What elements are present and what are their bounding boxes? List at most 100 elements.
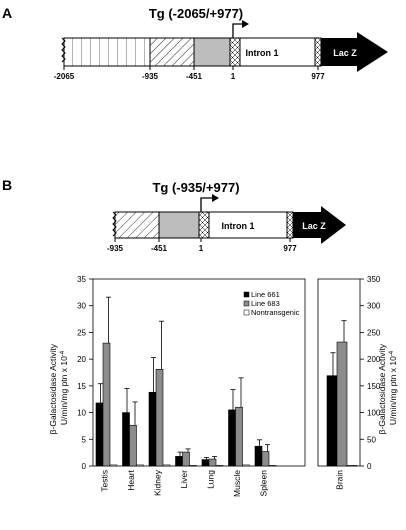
construct-a-tss-arrow xyxy=(232,23,242,38)
construct-b-tick-label: 1 xyxy=(199,244,204,253)
bar-line-683 xyxy=(336,341,348,467)
construct-a-hatched-region xyxy=(149,37,195,67)
y-axis-label-exponent: -4 xyxy=(60,350,66,356)
y-tick-label: 50 xyxy=(367,435,376,444)
bar-line-683 xyxy=(182,451,190,467)
construct-b-tick-label: -935 xyxy=(107,244,124,253)
construct-a-tick-label: 977 xyxy=(311,72,325,81)
construct-a-tss-arrowhead xyxy=(242,20,249,28)
y-tick-label: 0 xyxy=(367,462,372,471)
panel-b: B Tg (-935/+977) Intron 1 Lac Z -935 -45… xyxy=(2,177,398,497)
category-label: Muscle xyxy=(232,470,242,497)
construct-a-tick-label: -2065 xyxy=(54,72,75,81)
construct-a-exon1 xyxy=(229,37,241,67)
legend-label: Nontransgenic xyxy=(251,308,300,317)
y-tick-label: 300 xyxy=(367,302,381,311)
bar-line-661 xyxy=(201,459,210,467)
y-axis-label-right: β-Galactosidase Activity U/min/mg ptn x … xyxy=(377,342,398,435)
construct-a-intron-label: Intron 1 xyxy=(246,48,279,58)
bar-line-661 xyxy=(254,445,263,467)
panel-a-construct-title: Tg (-2065/+977) xyxy=(149,6,243,21)
construct-b-diagram: Intron 1 Lac Z -935 -451 1 977 xyxy=(107,194,346,253)
y-tick-label: 350 xyxy=(367,275,381,284)
brain-activity-chart: 0 50 100 150 200 250 300 350 Brain xyxy=(317,275,381,490)
construct-a-lacz-label: Lac Z xyxy=(333,48,357,58)
category-label: Heart xyxy=(126,469,136,490)
construct-b-lacz-label: Lac Z xyxy=(302,221,326,231)
bar-line-683 xyxy=(235,406,243,467)
bar-nontransgenic xyxy=(109,464,118,467)
tissue-activity-chart: 0 5 10 15 20 25 30 35 Testis Heart Kidney Liver Lung… xyxy=(77,275,306,497)
construct-b-promoter-region xyxy=(158,211,200,239)
legend-label: Line 683 xyxy=(251,299,280,308)
category-label: Kidney xyxy=(152,469,162,496)
bar-line-683 xyxy=(129,425,137,467)
y-tick-label: 25 xyxy=(77,328,86,337)
construct-b-exon1 xyxy=(198,211,210,239)
y-axis-label-line2: U/min/mg ptn x 10 xyxy=(388,356,398,425)
construct-b-tick-label: 977 xyxy=(283,244,297,253)
y-axis-label-exponent: -4 xyxy=(389,350,395,356)
construct-b-lacz-arrow xyxy=(293,206,346,244)
construct-a-tick-label: 1 xyxy=(231,72,236,81)
y-tick-label: 250 xyxy=(367,328,381,337)
y-tick-label: 5 xyxy=(82,435,87,444)
bar-nontransgenic xyxy=(268,465,277,467)
bar-line-661 xyxy=(326,375,338,467)
y-tick-label: 20 xyxy=(77,355,86,364)
legend-swatch xyxy=(243,300,250,307)
plot-frame xyxy=(92,278,306,467)
category-label: Liver xyxy=(179,470,189,489)
construct-b-tss-arrowhead xyxy=(212,194,219,202)
y-tick-label: 200 xyxy=(367,355,381,364)
construct-a-diagram: Intron 1 Lac Z -2065 -935 -451 1 977 xyxy=(54,20,388,81)
bar-nontransgenic xyxy=(136,464,144,467)
y-tick-label: 100 xyxy=(367,409,381,418)
construct-b-exon2 xyxy=(286,211,294,239)
y-tick-label: 30 xyxy=(77,302,86,311)
y-tick-label: 150 xyxy=(367,382,381,391)
legend-swatch xyxy=(243,291,250,298)
bar-nontransgenic xyxy=(346,465,358,467)
y-axis-label-line2: U/min/mg ptn x 10 xyxy=(59,356,69,425)
panel-a-letter: A xyxy=(2,5,12,21)
bar-line-661 xyxy=(122,412,130,467)
construct-a-tick-label: -451 xyxy=(186,72,203,81)
bar-nontransgenic xyxy=(215,465,224,467)
bar-line-683 xyxy=(261,451,270,467)
construct-a-lacz-arrow xyxy=(321,32,388,72)
y-axis-label-line1: β-Galactosidase Activity xyxy=(48,343,58,434)
y-axis-label-left: β-Galactosidase Activity U/min/mg ptn x … xyxy=(48,342,69,435)
panel-b-construct-title: Tg (-935/+977) xyxy=(152,180,239,195)
category-label: Spleen xyxy=(258,470,268,497)
bar-line-683 xyxy=(155,368,164,467)
category-label: Testis xyxy=(99,470,109,492)
legend-label: Line 661 xyxy=(251,290,280,299)
legend-swatch xyxy=(243,309,250,316)
construct-b-intron-label: Intron 1 xyxy=(222,221,255,231)
panel-a: A Tg (-2065/+977) Intron 1 Lac Z -2065 - xyxy=(2,5,388,81)
panel-b-letter: B xyxy=(2,177,12,193)
construct-b-hatched-region xyxy=(114,211,160,239)
construct-a-promoter-region xyxy=(193,37,231,67)
bar-line-683 xyxy=(208,458,217,467)
bar-line-661 xyxy=(148,391,157,467)
category-label: Lung xyxy=(205,470,215,489)
bar-line-661 xyxy=(95,402,104,467)
bar-nontransgenic xyxy=(189,465,197,467)
construct-a-exon2 xyxy=(314,37,322,67)
y-tick-label: 15 xyxy=(77,382,86,391)
bar-line-683 xyxy=(102,342,111,467)
y-tick-label: 10 xyxy=(77,409,86,418)
y-axis-label-line1: β-Galactosidase Activity xyxy=(377,343,387,434)
y-tick-label: 35 xyxy=(77,275,86,284)
construct-a-distal-region xyxy=(63,37,151,67)
y-tick-label: 0 xyxy=(82,462,87,471)
construct-b-tick-label: -451 xyxy=(151,244,168,253)
construct-a-tick-label: -935 xyxy=(142,72,159,81)
construct-b-tss-arrow xyxy=(200,197,212,212)
bar-line-661 xyxy=(228,409,236,467)
bar-line-661 xyxy=(175,456,183,467)
